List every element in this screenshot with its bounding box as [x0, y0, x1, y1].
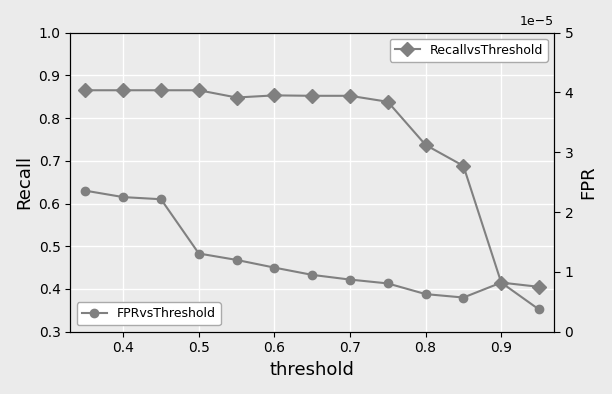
FPRvsThreshold — [119, 195, 127, 199]
RecallvsThreshold — [422, 143, 429, 147]
FPRvsThreshold — [536, 307, 543, 312]
Legend: FPRvsThreshold: FPRvsThreshold — [76, 303, 220, 325]
RecallvsThreshold — [460, 164, 467, 168]
FPRvsThreshold — [271, 265, 278, 270]
FPRvsThreshold — [422, 292, 429, 296]
FPRvsThreshold — [308, 273, 316, 277]
FPRvsThreshold — [195, 251, 203, 256]
RecallvsThreshold — [498, 280, 505, 285]
Line: FPRvsThreshold: FPRvsThreshold — [81, 186, 543, 314]
RecallvsThreshold — [157, 88, 165, 93]
FPRvsThreshold — [384, 281, 392, 286]
RecallvsThreshold — [346, 93, 354, 98]
RecallvsThreshold — [308, 93, 316, 98]
Y-axis label: Recall: Recall — [15, 155, 33, 209]
FPRvsThreshold — [460, 295, 467, 300]
X-axis label: threshold: threshold — [270, 361, 354, 379]
FPRvsThreshold — [498, 280, 505, 285]
Y-axis label: FPR: FPR — [579, 165, 597, 199]
FPRvsThreshold — [82, 188, 89, 193]
Text: 1e−5: 1e−5 — [520, 15, 554, 28]
RecallvsThreshold — [119, 88, 127, 93]
FPRvsThreshold — [233, 258, 241, 262]
Line: RecallvsThreshold: RecallvsThreshold — [81, 85, 544, 292]
RecallvsThreshold — [233, 95, 241, 100]
FPRvsThreshold — [157, 197, 165, 202]
RecallvsThreshold — [384, 99, 392, 104]
FPRvsThreshold — [346, 277, 354, 282]
RecallvsThreshold — [195, 88, 203, 93]
RecallvsThreshold — [536, 284, 543, 289]
RecallvsThreshold — [82, 88, 89, 93]
RecallvsThreshold — [271, 93, 278, 98]
